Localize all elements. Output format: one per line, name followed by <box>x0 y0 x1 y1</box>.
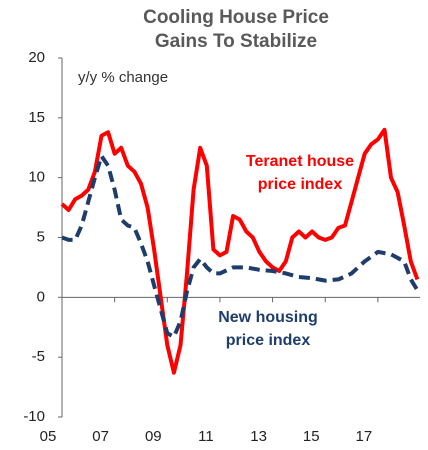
series-label: price index <box>258 176 343 193</box>
chart-title: Gains To Stabilize <box>155 31 317 52</box>
x-tick-label: 13 <box>250 428 267 445</box>
y-tick-label: 0 <box>37 288 45 305</box>
x-tick-label: 09 <box>145 428 162 445</box>
y-tick-label: -5 <box>32 348 45 365</box>
x-tick-label: 17 <box>356 428 373 445</box>
y-tick-label: -10 <box>23 408 45 425</box>
x-tick-label: 11 <box>198 428 214 445</box>
x-tick-label: 07 <box>92 428 109 445</box>
chart-title: Cooling House Price <box>143 7 329 28</box>
series-line <box>60 127 420 375</box>
y-tick-label: 20 <box>28 49 45 66</box>
series-label: New housing <box>218 309 318 326</box>
series-line <box>61 154 420 339</box>
y-tick-label: 10 <box>28 169 45 186</box>
y-axis-label: y/y % change <box>78 69 168 86</box>
y-tick-label: 15 <box>28 109 45 126</box>
series-label: price index <box>226 332 311 349</box>
series-label: Teranet house <box>246 153 354 170</box>
x-tick-label: 15 <box>303 428 320 445</box>
x-tick-label: 05 <box>40 428 57 445</box>
y-tick-label: 5 <box>37 228 45 245</box>
